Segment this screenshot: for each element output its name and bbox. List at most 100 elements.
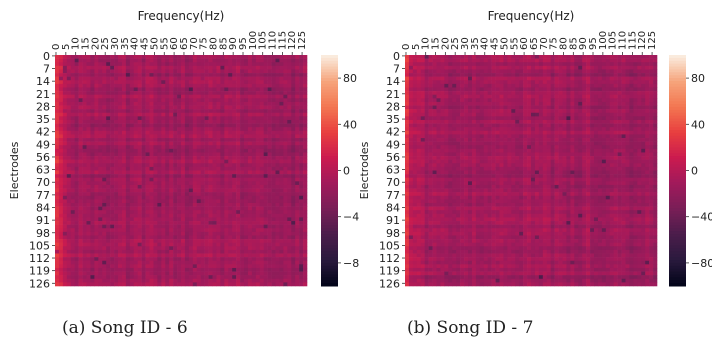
heatmap-cell (220, 260, 225, 265)
heatmap-cell (157, 109, 162, 114)
heatmap-cell (110, 267, 115, 272)
heatmap-cell (173, 138, 178, 142)
heatmap-cell (157, 264, 162, 269)
heatmap-cell (118, 58, 123, 63)
heatmap-cell (86, 138, 91, 142)
heatmap-cell (165, 206, 170, 211)
heatmap-cell (153, 80, 158, 85)
heatmap-cell (228, 98, 233, 103)
heatmap-cell (637, 87, 642, 92)
heatmap-cell (232, 221, 237, 225)
heatmap-cell (58, 69, 64, 74)
heatmap-cell (303, 278, 308, 283)
heatmap-cell (247, 224, 253, 229)
heatmap-cell (452, 80, 457, 85)
heatmap-cell (424, 83, 429, 88)
heatmap-cell (586, 62, 591, 67)
heatmap-cell (204, 224, 209, 229)
heatmap-cell (224, 94, 229, 99)
heatmap-cell (169, 213, 174, 218)
heatmap-cell (503, 58, 508, 63)
heatmap-cell (118, 199, 123, 204)
heatmap-cell (287, 62, 292, 67)
heatmap-cell (192, 163, 198, 168)
heatmap-cell (106, 76, 111, 81)
heatmap-cell (62, 58, 68, 63)
heatmap-cell (157, 91, 162, 95)
heatmap-cell (232, 130, 237, 135)
heatmap-cell (228, 94, 233, 99)
heatmap-cell (66, 177, 72, 182)
heatmap-cell (153, 181, 158, 186)
heatmap-cell (283, 83, 288, 88)
heatmap-cell (188, 73, 194, 77)
heatmap-cell (153, 130, 158, 135)
heatmap-cell (94, 267, 99, 272)
heatmap-cell (106, 87, 111, 92)
heatmap-cell (181, 210, 186, 215)
heatmap-cell (169, 145, 174, 150)
heatmap-cell (137, 239, 142, 243)
heatmap-cell (157, 242, 162, 247)
heatmap-cell (177, 264, 182, 269)
heatmap-cell (102, 213, 107, 218)
heatmap-cell (275, 112, 280, 117)
heatmap-cell (259, 246, 264, 251)
heatmap-cell (271, 278, 276, 283)
heatmap-cell (157, 105, 162, 110)
heatmap-cell (62, 127, 68, 132)
heatmap-cell (66, 91, 72, 95)
heatmap-cell (491, 65, 496, 70)
heatmap-cell (192, 253, 198, 258)
heatmap-cell (291, 181, 296, 186)
heatmap-cell (169, 98, 174, 103)
heatmap-cell (212, 101, 217, 106)
heatmap-cell (204, 242, 209, 247)
heatmap-cell (149, 181, 154, 186)
heatmap-cell (212, 141, 217, 146)
heatmap-cell (106, 181, 111, 186)
heatmap-cell (550, 80, 555, 85)
heatmap-cell (74, 112, 79, 117)
heatmap-cell (586, 69, 591, 74)
heatmap-cell (141, 188, 146, 193)
heatmap-cell (137, 58, 142, 63)
heatmap-cell (110, 192, 115, 197)
heatmap-cell (169, 282, 174, 287)
heatmap-cell (228, 145, 233, 150)
heatmap-cell (66, 228, 72, 233)
heatmap-cell (184, 235, 190, 240)
heatmap-cell (188, 105, 194, 110)
colorbar-segment (321, 98, 338, 102)
heatmap-cell (444, 65, 449, 70)
heatmap-cell (247, 253, 253, 258)
heatmap-cell (247, 123, 253, 128)
heatmap-cell (110, 109, 115, 114)
heatmap-cell (137, 98, 142, 103)
heatmap-cell (118, 62, 123, 67)
heatmap-cell (212, 127, 217, 132)
heatmap-cell (247, 282, 253, 287)
heatmap-cell (255, 105, 261, 110)
heatmap-cell (283, 123, 288, 128)
heatmap-cell (299, 199, 304, 204)
heatmap-cell (641, 69, 646, 74)
heatmap-cell (106, 105, 111, 110)
heatmap-cell (90, 156, 95, 160)
heatmap-cell (121, 145, 127, 150)
heatmap-cell (184, 152, 190, 157)
heatmap-cell (153, 267, 158, 272)
heatmap-cell (303, 249, 308, 254)
colorbar-tick-label: −4 (343, 211, 359, 224)
heatmap-cell (78, 217, 83, 222)
heatmap-cell (110, 55, 115, 59)
heatmap-cell (173, 224, 178, 229)
heatmap-cell (259, 87, 264, 92)
heatmap-cell (295, 239, 300, 243)
heatmap-cell (102, 210, 107, 215)
heatmap-cell (121, 94, 127, 99)
heatmap-cell (212, 202, 217, 207)
heatmap-cell (157, 199, 162, 204)
heatmap-cell (188, 91, 194, 95)
heatmap-cell (259, 156, 264, 160)
